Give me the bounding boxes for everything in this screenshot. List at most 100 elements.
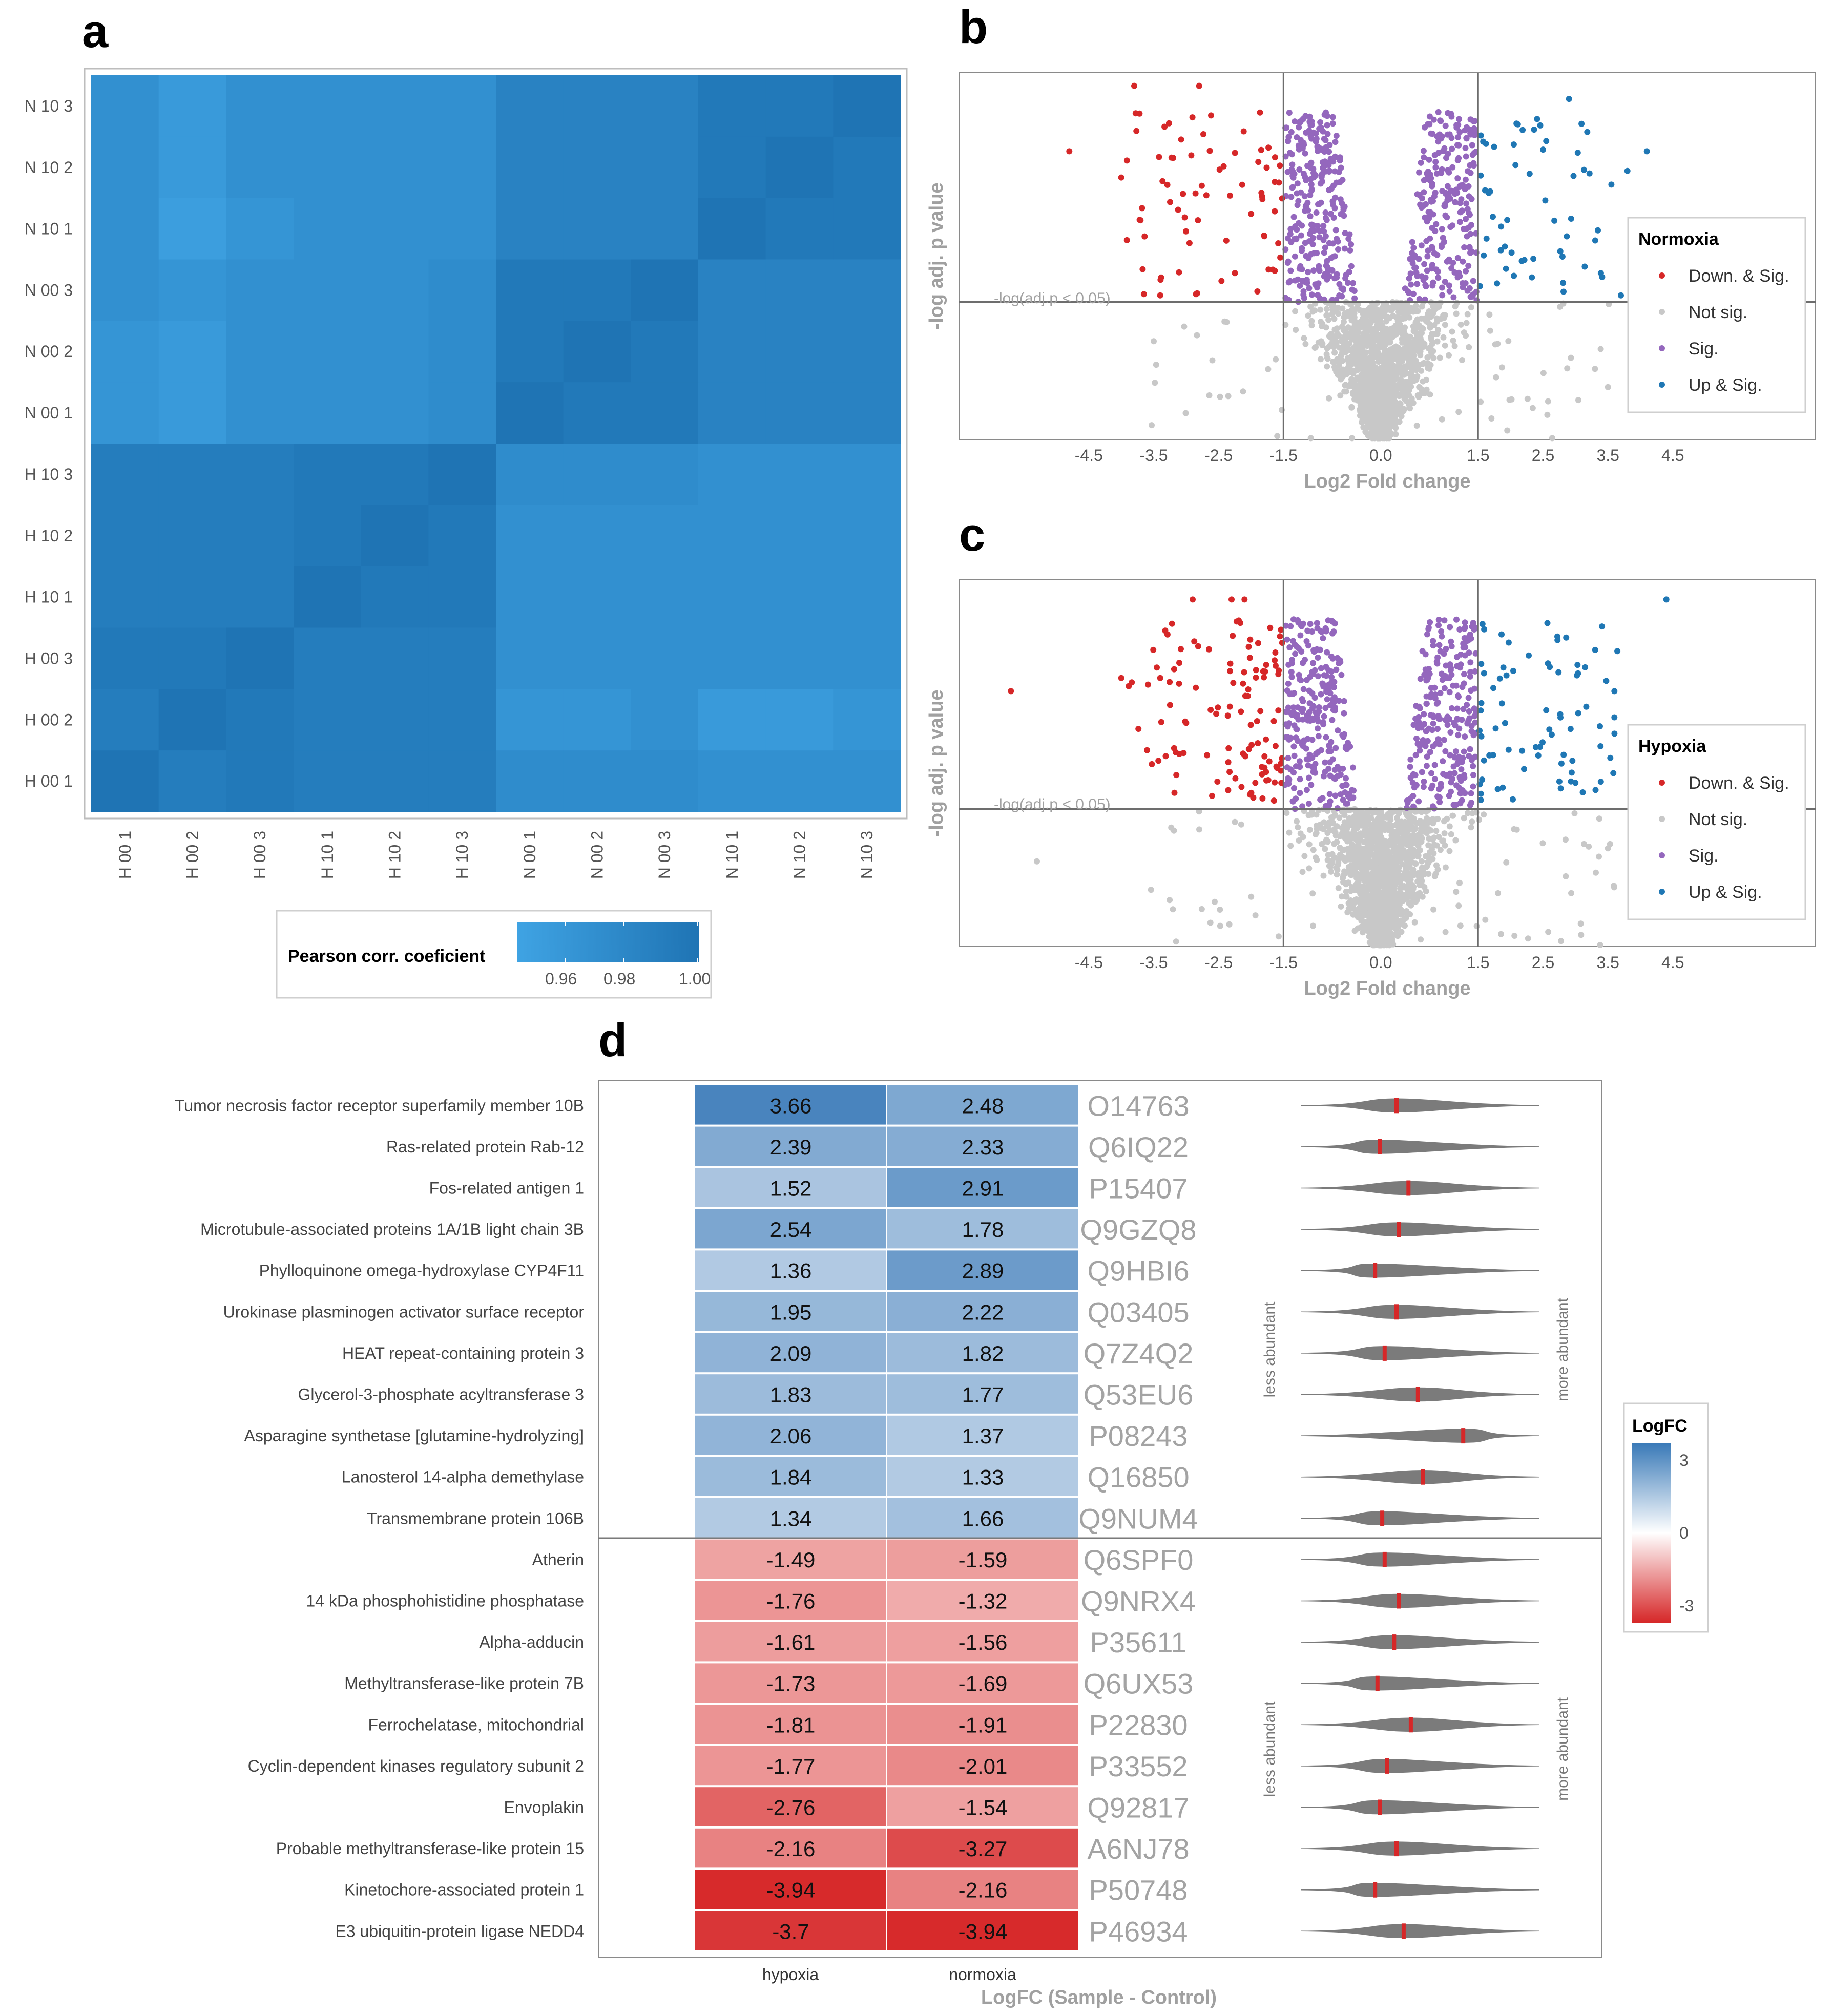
volcano-point-down-sig <box>1132 110 1139 117</box>
volcano-point-notsig <box>1442 342 1448 349</box>
volcano-point-notsig <box>1418 834 1425 841</box>
volcano-point-notsig <box>1592 366 1598 372</box>
legend-dot-up-sig <box>1659 889 1665 895</box>
volcano-point-notsig <box>1397 853 1403 860</box>
volcano-point-notsig <box>1404 838 1411 845</box>
volcano-point-down-sig <box>1240 128 1247 135</box>
volcano-point-notsig <box>1273 356 1279 363</box>
volcano-point-notsig <box>1455 409 1462 415</box>
protein-name: Cyclin-dependent kinases regulatory subu… <box>248 1757 584 1775</box>
volcano-point-notsig <box>1196 808 1202 815</box>
volcano-point-notsig <box>1545 398 1551 405</box>
logfc-cell-hypoxia <box>694 1827 887 1869</box>
logfc-cell-value: 1.36 <box>770 1259 812 1283</box>
volcano-point-sig <box>1317 145 1324 152</box>
volcano-point-sig <box>1469 152 1476 158</box>
volcano-point-notsig <box>1388 359 1394 365</box>
volcano-point-notsig <box>1328 868 1335 875</box>
volcano-point-notsig <box>1401 395 1408 402</box>
volcano-point-sig <box>1427 749 1433 755</box>
volcano-point-sig <box>1307 213 1314 220</box>
correlation-cell <box>631 505 699 567</box>
volcano-point-notsig <box>1367 807 1373 813</box>
volcano-point-notsig <box>1405 870 1411 876</box>
volcano-point-notsig <box>1334 867 1341 873</box>
logfc-cell-hypoxia <box>694 1332 887 1374</box>
volcano-point-sig <box>1442 122 1449 129</box>
protein-name: Ras-related protein Rab-12 <box>386 1138 584 1156</box>
volcano-point-sig <box>1290 704 1297 711</box>
volcano-point-up-sig <box>1548 731 1555 738</box>
volcano-point-down-sig <box>1276 667 1282 674</box>
volcano-point-up-sig <box>1554 633 1560 640</box>
volcano-point-notsig <box>1355 390 1362 396</box>
correlation-cell <box>563 321 631 383</box>
volcano-point-sig <box>1316 234 1323 241</box>
volcano-point-notsig <box>1409 839 1415 846</box>
correlation-cell <box>496 198 564 260</box>
volcano-point-up-sig <box>1494 280 1501 287</box>
volcano-point-sig <box>1467 669 1474 676</box>
volcano-point-sig <box>1298 623 1305 629</box>
normoxia-legend-entry-notsig: Not sig. <box>1689 303 1747 322</box>
volcano-point-sig <box>1292 223 1299 229</box>
volcano-point-notsig <box>1586 843 1592 850</box>
volcano-point-notsig <box>1558 938 1565 944</box>
volcano-point-sig <box>1337 657 1343 664</box>
correlation-cell <box>698 566 766 628</box>
volcano-point-down-sig <box>1263 736 1269 743</box>
volcano-point-sig <box>1409 239 1415 245</box>
volcano-point-notsig <box>1418 342 1424 348</box>
volcano-point-sig <box>1293 235 1300 242</box>
logfc-cell-value: -1.49 <box>766 1548 816 1572</box>
volcano-point-notsig <box>1437 847 1444 853</box>
logfc-cell-normoxia <box>886 1249 1079 1291</box>
volcano-point-sig <box>1335 246 1341 253</box>
hypoxia-legend-entry-down: Down. & Sig. <box>1689 773 1789 793</box>
correlation-cell <box>158 505 226 567</box>
logfc-cells: 3.66 2.482.39 2.331.52 2.912.54 1.781.36 2.89… <box>694 1084 1079 1951</box>
hypoxia-legend-title: Hypoxia <box>1638 737 1706 756</box>
volcano-point-notsig <box>1382 925 1389 931</box>
correlation-cell <box>428 382 496 444</box>
volcano-point-down-sig <box>1203 192 1210 199</box>
violin-marker <box>1394 1098 1399 1114</box>
volcano-point-down-sig <box>1176 660 1182 666</box>
volcano-point-up-sig <box>1490 685 1496 691</box>
volcano-point-sig <box>1424 253 1431 260</box>
volcano-point-sig <box>1427 235 1433 242</box>
logfc-cell-normoxia <box>886 1084 1079 1126</box>
correlation-cell <box>496 382 564 444</box>
correlation-cell <box>631 321 699 383</box>
volcano-point-up-sig <box>1583 703 1590 710</box>
volcano-point-notable <box>1605 384 1611 390</box>
volcano-point-sig <box>1313 209 1320 216</box>
volcano-point-sig <box>1405 288 1411 295</box>
volcano-point-sig <box>1296 124 1302 131</box>
volcano-point-sig <box>1332 792 1339 799</box>
volcano-point-sig <box>1453 682 1460 689</box>
volcano-point-notsig <box>1353 362 1360 368</box>
volcano-point-sig <box>1470 118 1476 124</box>
volcano-point-notsig <box>1404 391 1411 397</box>
volcano-point-sig <box>1453 782 1460 789</box>
volcano-point-down-sig <box>1278 626 1284 633</box>
volcano-point-notsig <box>1392 425 1399 431</box>
volcano-point-sig <box>1432 159 1439 165</box>
volcano-point-notsig <box>1310 847 1317 853</box>
volcano-point-sig <box>1420 277 1427 283</box>
volcano-point-sig <box>1306 113 1313 120</box>
volcano-point-notsig <box>1389 933 1395 940</box>
volcano-point-sig <box>1456 116 1463 122</box>
volcano-point-down-sig <box>1167 679 1173 685</box>
volcano-point-sig <box>1306 751 1313 758</box>
logfc-cell-hypoxia <box>694 1291 887 1332</box>
volcano-point-up-sig <box>1547 664 1553 670</box>
logfc-cell-value: -2.76 <box>766 1796 816 1820</box>
volcano-point-down-sig <box>1277 633 1283 640</box>
volcano-point-up-sig <box>1603 678 1610 684</box>
volcano-point-up-sig <box>1519 747 1526 754</box>
volcano-point-notsig <box>1339 825 1345 831</box>
volcano-point-notsig <box>1339 893 1345 900</box>
volcano-point-up-sig <box>1539 739 1546 746</box>
